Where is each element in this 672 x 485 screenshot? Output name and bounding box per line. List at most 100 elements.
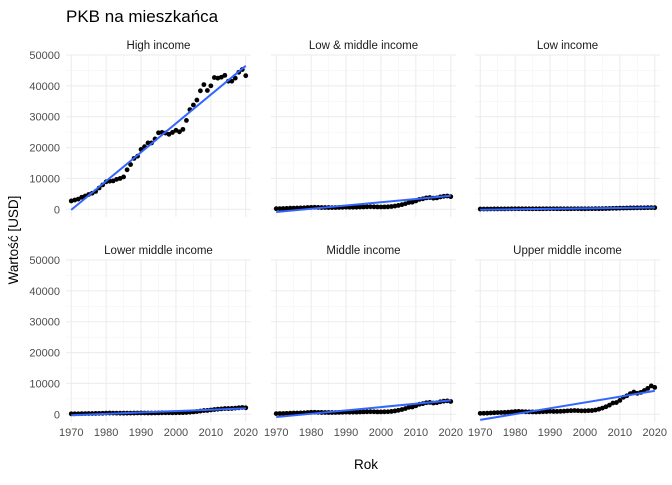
data-point	[582, 408, 588, 414]
data-point	[232, 75, 238, 81]
trend-line	[480, 206, 655, 211]
facet-panel: Low income	[475, 40, 660, 217]
data-point	[368, 204, 373, 210]
data-point	[378, 409, 384, 415]
y-tick-label: 30000	[29, 317, 60, 329]
x-tick-label: 2020	[439, 427, 463, 439]
data-point	[645, 385, 651, 391]
x-tick-label: 2000	[369, 427, 393, 439]
x-tick-label: 1980	[503, 427, 527, 439]
trend-line	[70, 65, 247, 211]
data-point	[488, 410, 494, 416]
x-tick-label: 1990	[334, 427, 358, 439]
data-point	[201, 82, 207, 88]
x-tick-label: 1970	[264, 427, 288, 439]
data-point	[350, 204, 356, 210]
data-point	[561, 408, 567, 414]
data-point	[484, 410, 490, 416]
data-point	[368, 409, 373, 415]
facet-panels: High income01000020000300004000050000Low…	[29, 40, 667, 439]
data-point	[361, 409, 366, 415]
x-tick-label: 1980	[299, 427, 323, 439]
data-point	[371, 409, 377, 415]
facet-panel: Middle income 1970 1980 1990 2000 2010 2020	[264, 245, 463, 439]
facet-strip-label: Low income	[537, 40, 598, 52]
data-point	[575, 408, 581, 414]
data-point	[481, 410, 487, 416]
facet-strip-label: Low & middle income	[309, 40, 418, 52]
x-tick-label: 2000	[164, 427, 188, 439]
data-point	[565, 408, 570, 414]
x-axis-title: Rok	[354, 457, 378, 472]
data-point	[406, 404, 412, 410]
x-tick-label: 2010	[404, 427, 428, 439]
x-tick-label: 2020	[643, 427, 667, 439]
data-point	[194, 97, 200, 103]
data-point	[361, 204, 366, 210]
data-point	[610, 400, 616, 406]
data-point	[364, 409, 370, 415]
data-point	[378, 204, 384, 210]
data-point	[191, 102, 196, 108]
data-point	[572, 408, 577, 413]
data-point	[498, 410, 504, 415]
trend-line	[71, 407, 246, 417]
data-point	[375, 409, 380, 415]
facet-strip-label: Middle income	[326, 245, 400, 257]
data-point	[277, 411, 283, 416]
data-point	[350, 409, 356, 415]
trend-line	[480, 389, 655, 421]
data-point	[547, 408, 553, 414]
data-point	[544, 409, 549, 414]
data-point	[243, 73, 249, 79]
data-point	[606, 402, 612, 408]
data-point	[222, 72, 228, 78]
y-tick-label: 0	[54, 409, 60, 421]
data-point	[208, 83, 214, 89]
y-tick-label: 20000	[29, 143, 60, 155]
data-point	[287, 410, 293, 416]
data-point	[568, 408, 574, 414]
data-point	[273, 206, 279, 212]
data-point	[495, 410, 501, 415]
x-tick-label: 2020	[234, 427, 258, 439]
data-point	[554, 409, 560, 414]
data-point	[558, 408, 563, 414]
data-point	[375, 204, 380, 210]
data-point	[284, 205, 290, 211]
data-point	[652, 385, 658, 390]
data-point	[509, 409, 515, 415]
data-point	[280, 206, 286, 211]
y-tick-label: 40000	[29, 81, 60, 93]
facet-panel: Lower middle income 0 10000 20000 30000 40000…	[29, 245, 258, 439]
data-point	[128, 162, 133, 167]
data-point	[579, 408, 584, 414]
data-point	[551, 409, 556, 414]
x-tick-label: 2000	[573, 427, 597, 439]
data-point	[617, 398, 623, 403]
y-tick-label: 30000	[29, 112, 60, 124]
data-point	[277, 206, 283, 212]
data-point	[357, 409, 363, 415]
data-point	[382, 409, 387, 415]
data-point	[170, 130, 175, 135]
facet-panel: Upper middle income 1970 1980 1990 2000 2010 2…	[468, 245, 667, 439]
y-tick-label: 50000	[29, 255, 60, 267]
data-point	[512, 409, 518, 414]
x-tick-label: 1990	[129, 427, 153, 439]
data-point	[121, 174, 126, 180]
x-tick-label: 1990	[538, 427, 562, 439]
data-point	[177, 129, 182, 135]
facet-strip-label: Upper middle income	[513, 245, 622, 257]
data-point	[156, 130, 161, 136]
y-tick-label: 40000	[29, 286, 60, 298]
facet-strip-label: High income	[127, 40, 191, 52]
data-point	[357, 204, 363, 210]
x-tick-label: 2010	[608, 427, 632, 439]
data-point	[204, 88, 210, 93]
data-point	[389, 204, 394, 209]
data-point	[502, 410, 508, 415]
y-axis-title: Wartość [USD]	[6, 196, 21, 285]
